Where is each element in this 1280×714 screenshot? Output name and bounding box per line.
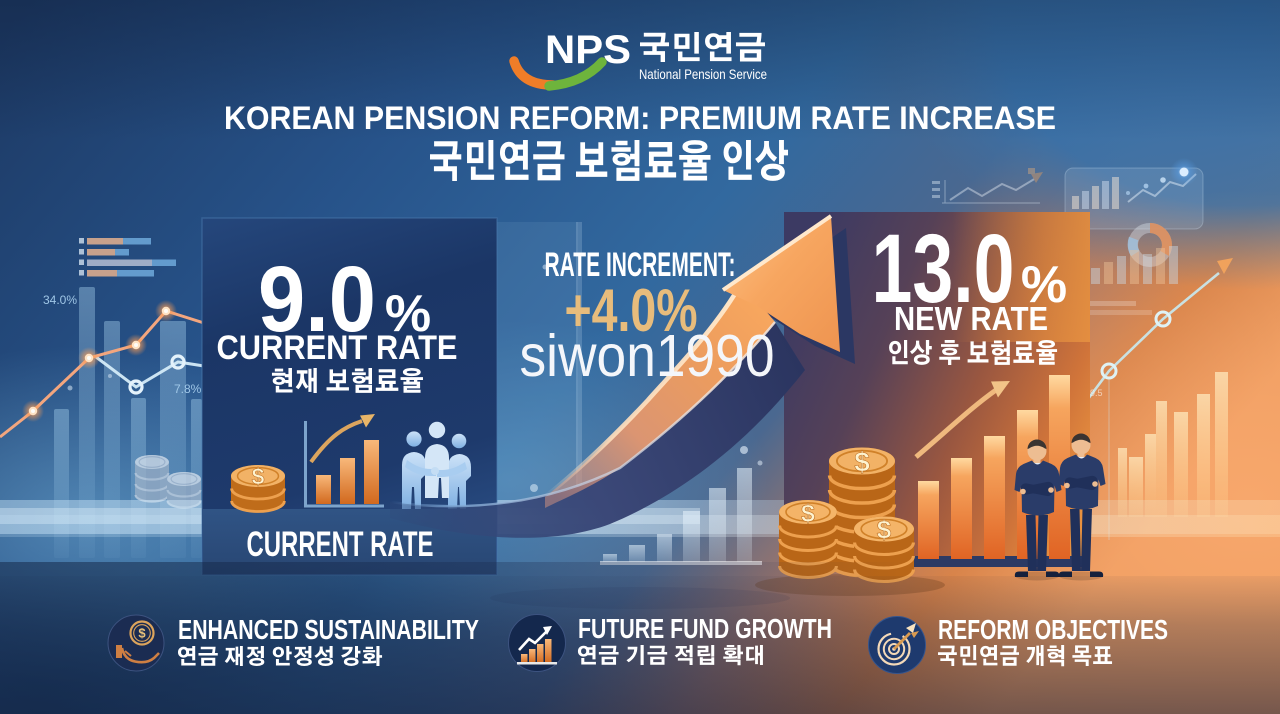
svg-text:13.0: 13.0	[872, 214, 1015, 323]
svg-text:National Pension Service: National Pension Service	[639, 66, 767, 82]
svg-text:KOREAN PENSION REFORM: PREMIUM: KOREAN PENSION REFORM: PREMIUM RATE INCR…	[224, 100, 1056, 136]
svg-text:9.0: 9.0	[258, 247, 376, 351]
svg-text:$: $	[877, 515, 892, 545]
svg-text:CURRENT RATE: CURRENT RATE	[217, 329, 458, 367]
svg-text:ENHANCED SUSTAINABILITY: ENHANCED SUSTAINABILITY	[178, 614, 479, 645]
svg-text:+4.0%: +4.0%	[565, 277, 698, 344]
svg-text:34.0%: 34.0%	[43, 293, 77, 307]
svg-text:%: %	[385, 285, 431, 343]
svg-text:FUTURE FUND GROWTH: FUTURE FUND GROWTH	[578, 613, 832, 644]
svg-text:$: $	[854, 447, 870, 478]
svg-text:$: $	[801, 499, 815, 527]
svg-text:CURRENT RATE: CURRENT RATE	[247, 525, 434, 564]
svg-text:siwon1990: siwon1990	[520, 323, 775, 389]
svg-text:$: $	[138, 626, 146, 641]
svg-text:NEW RATE: NEW RATE	[894, 300, 1048, 337]
svg-text:%: %	[1021, 256, 1067, 314]
svg-text:NPS: NPS	[545, 28, 631, 72]
svg-text:$: $	[252, 464, 265, 490]
svg-text:9.5: 9.5	[1090, 388, 1103, 398]
svg-text:RATE INCREMENT:: RATE INCREMENT:	[545, 246, 736, 284]
svg-text:REFORM OBJECTIVES: REFORM OBJECTIVES	[938, 614, 1168, 645]
